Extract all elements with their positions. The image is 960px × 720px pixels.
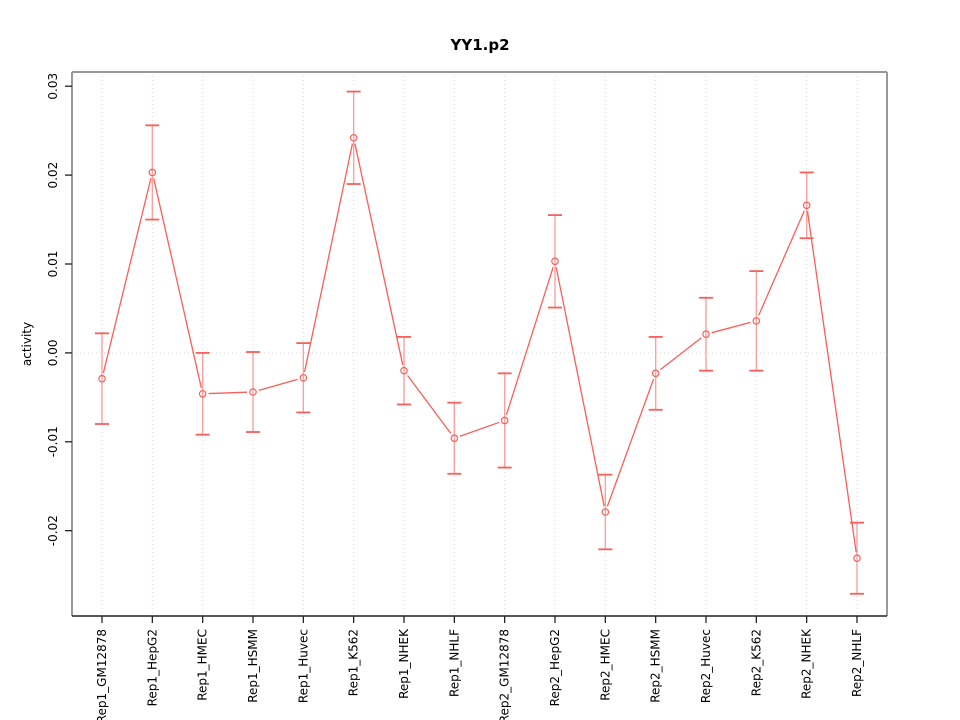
line-segment xyxy=(505,266,554,415)
data-point xyxy=(500,416,509,425)
x-tick-label: Rep1_K562 xyxy=(347,629,361,696)
x-tick-label: Rep2_HepG2 xyxy=(548,629,562,706)
x-axis: Rep1_GM12878 Rep1_HepG2 Rep1_HMEC Rep1_HSMM… xyxy=(95,616,864,720)
data-point xyxy=(299,373,308,382)
y-tick-label: 0.01 xyxy=(46,251,60,278)
y-tick-label: -0.01 xyxy=(46,426,60,457)
y-tick-label: 0.03 xyxy=(46,73,60,100)
data-point xyxy=(853,554,861,563)
data-point xyxy=(249,388,257,396)
data-point xyxy=(752,317,761,325)
line-segment xyxy=(208,391,248,395)
x-tick-label: Rep1_HepG2 xyxy=(145,629,159,706)
x-tick-label: Rep2_NHLF xyxy=(850,629,864,697)
x-tick-label: Rep1_GM12878 xyxy=(95,629,109,720)
y-axis: -0.02 -0.01 0.00 0.01 0.02 0.03 xyxy=(46,73,72,546)
line-segment xyxy=(555,267,605,507)
y-tick-label: 0.02 xyxy=(46,162,60,189)
chart-title: YY1.p2 xyxy=(450,36,510,54)
x-tick-label: Rep1_HMEC xyxy=(196,629,210,701)
y-tick-label: 0.00 xyxy=(46,340,60,367)
line-segment xyxy=(459,421,500,437)
line-segment xyxy=(303,143,354,373)
x-tick-label: Rep2_NHEK xyxy=(800,628,814,699)
x-tick-label: Rep1_NHLF xyxy=(447,629,461,697)
x-tick-label: Rep2_HMEC xyxy=(598,629,612,701)
data-point xyxy=(802,201,811,210)
line-segment xyxy=(606,378,655,507)
line-segment xyxy=(102,178,152,373)
data-point xyxy=(349,133,358,142)
error-bars xyxy=(95,90,864,595)
line-segment xyxy=(711,321,751,334)
line-segment xyxy=(258,378,298,391)
data-point xyxy=(601,508,610,516)
data-point xyxy=(702,330,710,339)
data-point xyxy=(198,389,207,398)
x-tick-label: Rep2_HSMM xyxy=(649,629,663,703)
line-segment xyxy=(153,178,202,389)
x-tick-label: Rep2_Huvec xyxy=(699,629,713,703)
data-point xyxy=(98,374,106,383)
data-point xyxy=(450,434,459,443)
line-segment xyxy=(354,143,404,365)
data-point xyxy=(400,366,408,375)
plot-box xyxy=(71,71,888,617)
x-tick-label: Rep1_NHEK xyxy=(397,628,411,699)
line-segment xyxy=(407,375,452,434)
series-line xyxy=(102,143,857,553)
line-segment xyxy=(758,210,805,316)
data-point xyxy=(651,369,660,378)
x-tick-label: Rep2_K562 xyxy=(749,629,763,696)
data-points xyxy=(98,133,861,563)
y-tick-label: -0.02 xyxy=(46,515,60,546)
data-point xyxy=(551,257,559,266)
x-tick-label: Rep1_Huvec xyxy=(296,629,310,703)
data-point xyxy=(148,168,157,177)
gridlines xyxy=(72,72,887,616)
line-segment xyxy=(806,211,857,553)
x-tick-label: Rep1_HSMM xyxy=(246,629,260,703)
x-tick-label: Rep2_GM12878 xyxy=(498,629,512,720)
line-segment xyxy=(660,337,702,371)
